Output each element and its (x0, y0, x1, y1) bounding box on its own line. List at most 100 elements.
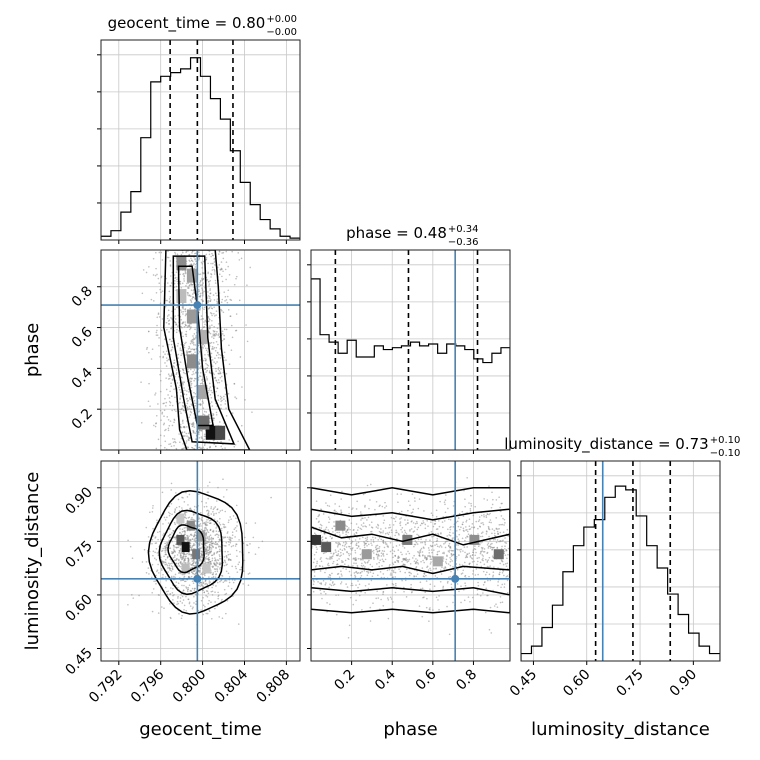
sample-point (194, 561, 197, 564)
sample-point (362, 525, 364, 528)
sample-point (203, 414, 206, 416)
sample-point (157, 612, 160, 614)
sample-point (193, 505, 196, 508)
sample-point (214, 271, 216, 273)
sample-point (321, 597, 323, 600)
sample-point (366, 540, 369, 543)
sample-point (172, 365, 175, 367)
sample-point (399, 521, 402, 523)
sample-point (371, 565, 374, 568)
sample-point (205, 527, 207, 530)
sample-point (394, 571, 397, 574)
sample-point (228, 344, 230, 347)
sample-point (185, 491, 187, 494)
sample-point (167, 256, 170, 259)
sample-point (382, 531, 384, 534)
sample-point (207, 272, 209, 275)
sample-point (192, 518, 195, 521)
sample-point (184, 314, 187, 317)
sample-point (168, 566, 170, 569)
sample-point (175, 331, 178, 334)
sample-point (495, 541, 498, 544)
sample-point (204, 544, 207, 547)
sample-point (246, 340, 249, 343)
contour-line (311, 526, 510, 575)
sample-point (177, 586, 179, 589)
sample-point (413, 554, 415, 557)
sample-point (438, 520, 440, 522)
sample-point (164, 362, 166, 364)
sample-point (200, 436, 203, 438)
sample-point (181, 556, 184, 559)
sample-point (447, 580, 449, 583)
sample-point (339, 555, 341, 557)
sample-point (462, 521, 464, 524)
sample-point (468, 525, 471, 528)
sample-point (187, 368, 189, 371)
sample-point (184, 323, 187, 326)
sample-point (219, 398, 222, 400)
sample-point (186, 552, 188, 555)
sample-point (182, 409, 185, 412)
sample-point (413, 560, 416, 562)
sample-point (168, 375, 171, 377)
sample-point (181, 573, 184, 576)
sample-point (228, 519, 230, 521)
sample-point (228, 536, 231, 539)
sample-point (237, 563, 240, 566)
sample-point (421, 522, 423, 525)
sample-point (169, 296, 172, 298)
sample-point (480, 535, 482, 538)
sample-point (368, 559, 370, 562)
sample-point (206, 612, 209, 615)
sample-point (182, 308, 184, 310)
sample-point (203, 527, 206, 529)
sample-point (224, 593, 226, 596)
sample-point (170, 302, 172, 305)
sample-point (405, 559, 407, 562)
sample-point (190, 384, 192, 386)
sample-point (193, 379, 195, 382)
sample-point (366, 538, 368, 540)
sample-point (179, 547, 182, 550)
sample-point (217, 343, 219, 346)
sample-point (357, 541, 360, 544)
sample-point (316, 548, 318, 551)
sample-point (202, 597, 204, 599)
sample-point (353, 533, 356, 535)
sample-point (198, 429, 201, 432)
sample-point (207, 485, 209, 487)
sample-point (447, 518, 450, 521)
sample-point (348, 538, 351, 540)
sample-point (217, 534, 220, 537)
sample-point (338, 505, 341, 508)
sample-point (380, 528, 382, 530)
sample-point (205, 359, 207, 362)
sample-point (441, 566, 443, 569)
sample-point (336, 554, 338, 557)
sample-point (181, 401, 184, 404)
sample-point (186, 282, 188, 285)
sample-point (154, 536, 157, 538)
sample-point (222, 251, 225, 254)
sample-point (194, 377, 197, 380)
sample-point (201, 546, 204, 548)
sample-point (458, 528, 461, 531)
sample-point (404, 558, 406, 561)
sample-point (414, 526, 416, 528)
sample-point (485, 514, 487, 517)
sample-point (173, 550, 176, 553)
title-plus: +0.34 (448, 224, 479, 235)
sample-point (424, 541, 426, 543)
sample-point (451, 538, 454, 541)
sample-point (461, 523, 464, 526)
sample-point (504, 554, 507, 556)
sample-point (326, 564, 329, 566)
sample-point (203, 345, 206, 347)
sample-point (483, 548, 486, 550)
sample-point (187, 551, 190, 554)
sample-point (421, 567, 424, 569)
sample-point (198, 560, 200, 562)
sample-point (171, 379, 174, 381)
